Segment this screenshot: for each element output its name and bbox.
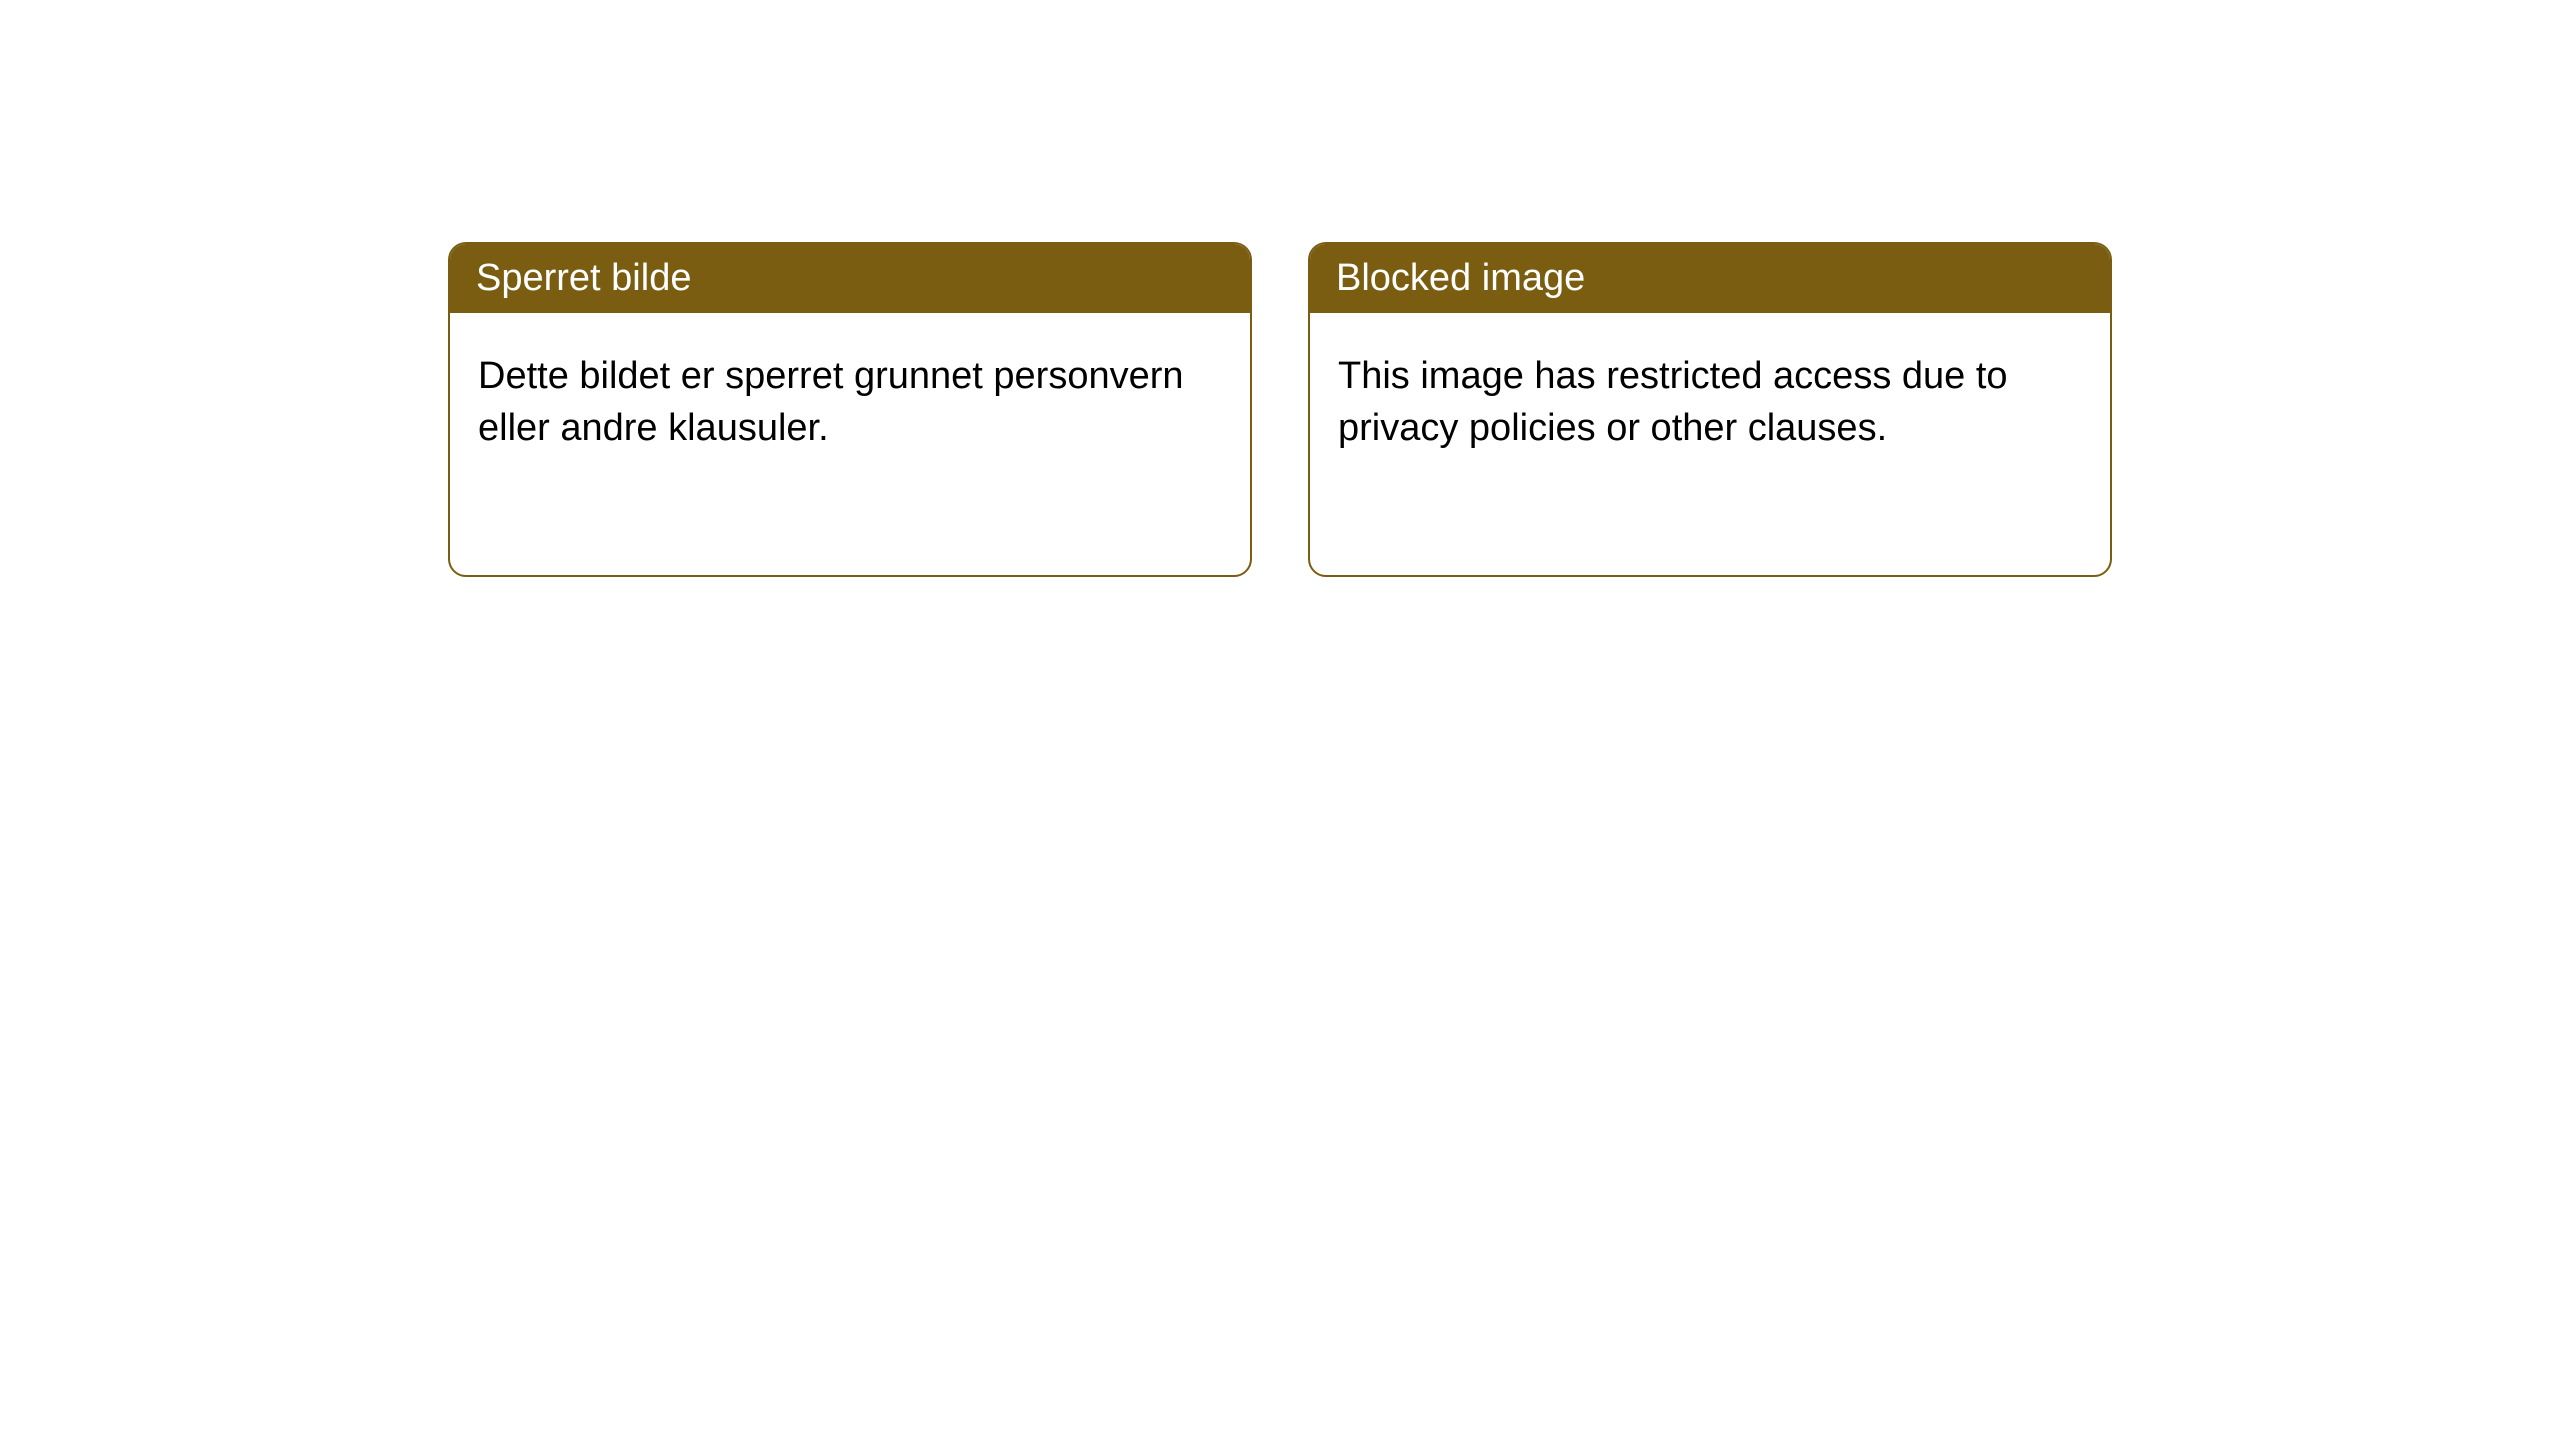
cards-container: Sperret bilde Dette bildet er sperret gr… — [0, 0, 2560, 577]
blocked-image-card-no: Sperret bilde Dette bildet er sperret gr… — [448, 242, 1252, 577]
card-body-text: Dette bildet er sperret grunnet personve… — [478, 355, 1184, 448]
card-title: Sperret bilde — [476, 257, 691, 299]
card-body-text: This image has restricted access due to … — [1338, 355, 2008, 448]
card-title: Blocked image — [1336, 257, 1585, 299]
card-body: This image has restricted access due to … — [1310, 313, 2110, 492]
card-header: Sperret bilde — [450, 244, 1250, 313]
card-header: Blocked image — [1310, 244, 2110, 313]
card-body: Dette bildet er sperret grunnet personve… — [450, 313, 1250, 492]
blocked-image-card-en: Blocked image This image has restricted … — [1308, 242, 2112, 577]
